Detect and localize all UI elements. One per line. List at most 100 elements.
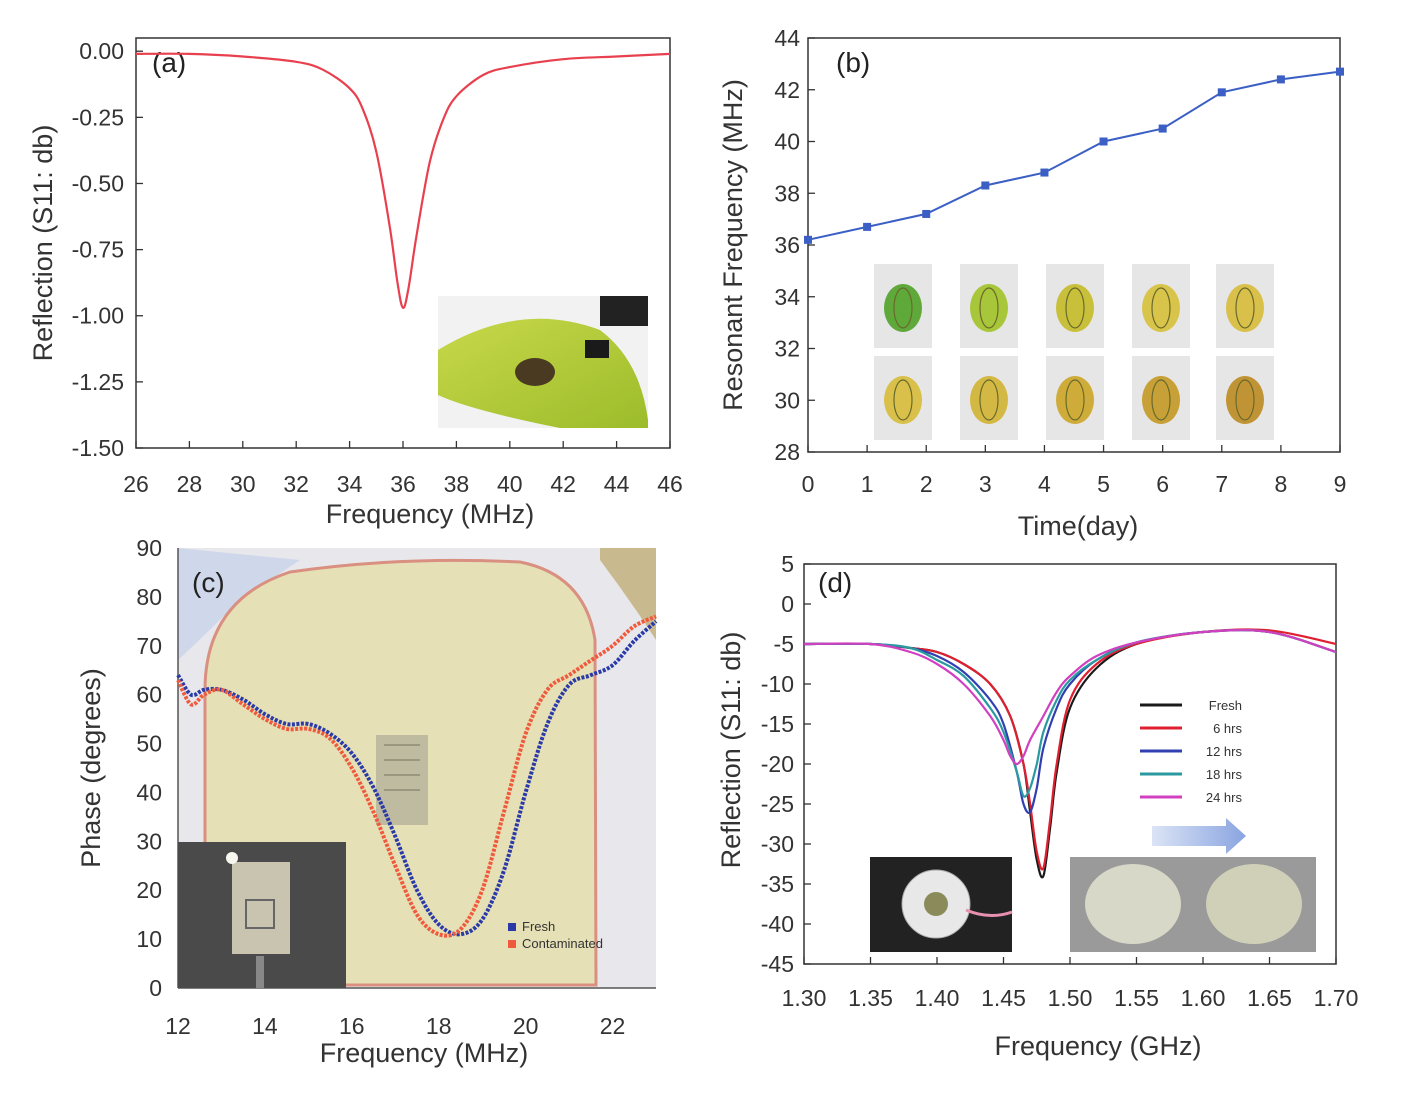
y-tick-label: 42 (774, 77, 800, 103)
y-tick-label: 0 (149, 975, 162, 1001)
y-tick-label: 32 (774, 336, 800, 362)
y-axis-label: Reflection (S11: db) (28, 125, 58, 362)
x-tick-label: 14 (252, 1013, 278, 1039)
x-tick-label: 12 (165, 1013, 191, 1039)
y-tick-label: 90 (136, 535, 162, 561)
x-tick-label: 46 (657, 471, 683, 497)
y-tick-label: 60 (136, 682, 162, 708)
series-line-1 (135, 52, 671, 309)
series-line-2 (803, 628, 1337, 871)
y-tick-label: -10 (761, 671, 794, 697)
legend-label: Contaminated (522, 936, 603, 951)
y-tick-label: 34 (774, 284, 800, 310)
x-tick-label: 40 (497, 471, 523, 497)
y-tick-label: 28 (774, 439, 800, 465)
series-line-2 (176, 614, 657, 938)
x-tick-label: 0 (802, 471, 815, 497)
panel-letter: (d) (818, 567, 852, 598)
x-tick-label: 1.55 (1114, 985, 1159, 1011)
y-tick-label: -0.25 (72, 104, 124, 130)
y-tick-label: -35 (761, 871, 794, 897)
y-tick-label: 36 (774, 232, 800, 258)
panel-letter: (b) (836, 47, 870, 78)
x-tick-label: 8 (1274, 471, 1287, 497)
x-tick-label: 6 (1156, 471, 1169, 497)
y-axis-label: Resonant Frequency (MHz) (718, 79, 748, 411)
y-tick-label: 50 (136, 731, 162, 757)
y-axis-label: Reflection (S11: db) (716, 632, 746, 869)
y-tick-label: 44 (774, 25, 800, 51)
inset-photo-grid (874, 264, 1274, 440)
y-tick-label: 0 (781, 591, 794, 617)
series-line (807, 70, 1341, 241)
y-tick-label: 30 (774, 387, 800, 413)
x-tick-label: 44 (604, 471, 630, 497)
y-tick-label: -30 (761, 831, 794, 857)
legend-label: 18 hrs (1206, 767, 1243, 782)
inset-photo (438, 296, 648, 428)
y-tick-label: -1.25 (72, 369, 124, 395)
x-tick-label: 1.70 (1314, 985, 1359, 1011)
y-tick-label: -40 (761, 911, 794, 937)
y-tick-label: 80 (136, 584, 162, 610)
y-tick-label: -15 (761, 711, 794, 737)
x-tick-label: 36 (390, 471, 416, 497)
x-tick-label: 7 (1215, 471, 1228, 497)
y-tick-label: -1.00 (72, 303, 124, 329)
series-line-5 (803, 628, 1337, 766)
x-axis-label: Frequency (MHz) (320, 1038, 529, 1068)
y-tick-label: -1.50 (72, 435, 124, 461)
legend-label: Fresh (1209, 698, 1242, 713)
x-tick-label: 9 (1334, 471, 1347, 497)
x-tick-label: 1.35 (848, 985, 893, 1011)
x-tick-label: 2 (920, 471, 933, 497)
y-tick-label: -0.75 (72, 237, 124, 263)
x-tick-label: 38 (444, 471, 470, 497)
series-line-3 (803, 628, 1337, 814)
x-axis-label: Frequency (MHz) (326, 499, 535, 529)
panel-letter: (a) (152, 47, 186, 78)
inset-photo (178, 842, 346, 988)
x-tick-label: 20 (513, 1013, 539, 1039)
data-point (1336, 67, 1344, 76)
panel-b: 0 1 2 3 4 5 6 7 8 9283032343638404244Time(day)Res… (718, 25, 1346, 541)
y-tick-label: 0.00 (79, 38, 124, 64)
x-tick-label: 1 (861, 471, 874, 497)
x-tick-label: 42 (550, 471, 576, 497)
x-tick-label: 1.65 (1247, 985, 1292, 1011)
data-point (1099, 137, 1108, 146)
data-point (804, 235, 812, 244)
x-axis-label: Frequency (GHz) (994, 1031, 1201, 1061)
x-tick-label: 1.40 (915, 985, 960, 1011)
x-tick-label: 18 (426, 1013, 452, 1039)
x-tick-label: 30 (230, 471, 256, 497)
legend-marker (508, 923, 516, 931)
y-tick-label: -20 (761, 751, 794, 777)
y-tick-label: -45 (761, 951, 794, 977)
x-tick-label: 1.50 (1048, 985, 1093, 1011)
y-tick-label: 40 (774, 129, 800, 155)
data-point (1217, 88, 1226, 97)
panel-letter: (c) (192, 567, 225, 598)
y-tick-label: 70 (136, 633, 162, 659)
legend-label: 24 hrs (1206, 790, 1243, 805)
inset-photos (870, 818, 1316, 952)
x-tick-label: 22 (600, 1013, 626, 1039)
x-tick-label: 26 (123, 471, 149, 497)
data-point (981, 181, 990, 190)
x-tick-label: 34 (337, 471, 363, 497)
y-tick-label: -25 (761, 791, 794, 817)
series-line-1 (803, 628, 1337, 879)
x-tick-label: 32 (283, 471, 309, 497)
series-line-4 (803, 628, 1337, 798)
data-point (863, 222, 872, 231)
x-tick-label: 3 (979, 471, 992, 497)
x-axis-label: Time(day) (1018, 511, 1139, 541)
x-tick-label: 1.30 (782, 985, 827, 1011)
legend-label: Fresh (522, 919, 555, 934)
y-tick-label: 40 (136, 779, 162, 805)
x-tick-label: 4 (1038, 471, 1051, 497)
panel-a: 26 28 30 32 34 36 38 40 42 44 46 0.00 -0.25 -0.50 -0.7… (28, 37, 683, 529)
x-tick-label: 5 (1097, 471, 1110, 497)
